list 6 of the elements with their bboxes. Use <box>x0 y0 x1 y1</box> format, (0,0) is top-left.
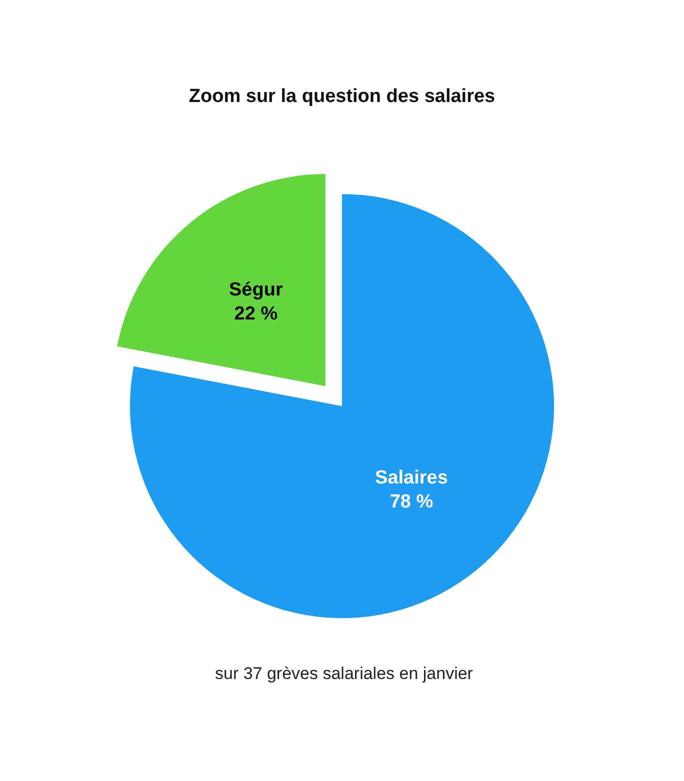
text: sur 37 grèves salariales en janvier <box>215 664 474 683</box>
slice-label: Ségur <box>229 280 284 301</box>
data-label: 78 % <box>390 492 434 513</box>
slice-label: Salaires <box>375 468 448 489</box>
data-label: 22 % <box>234 304 278 325</box>
chart-title: Zoom sur la question des salaires <box>188 86 496 107</box>
